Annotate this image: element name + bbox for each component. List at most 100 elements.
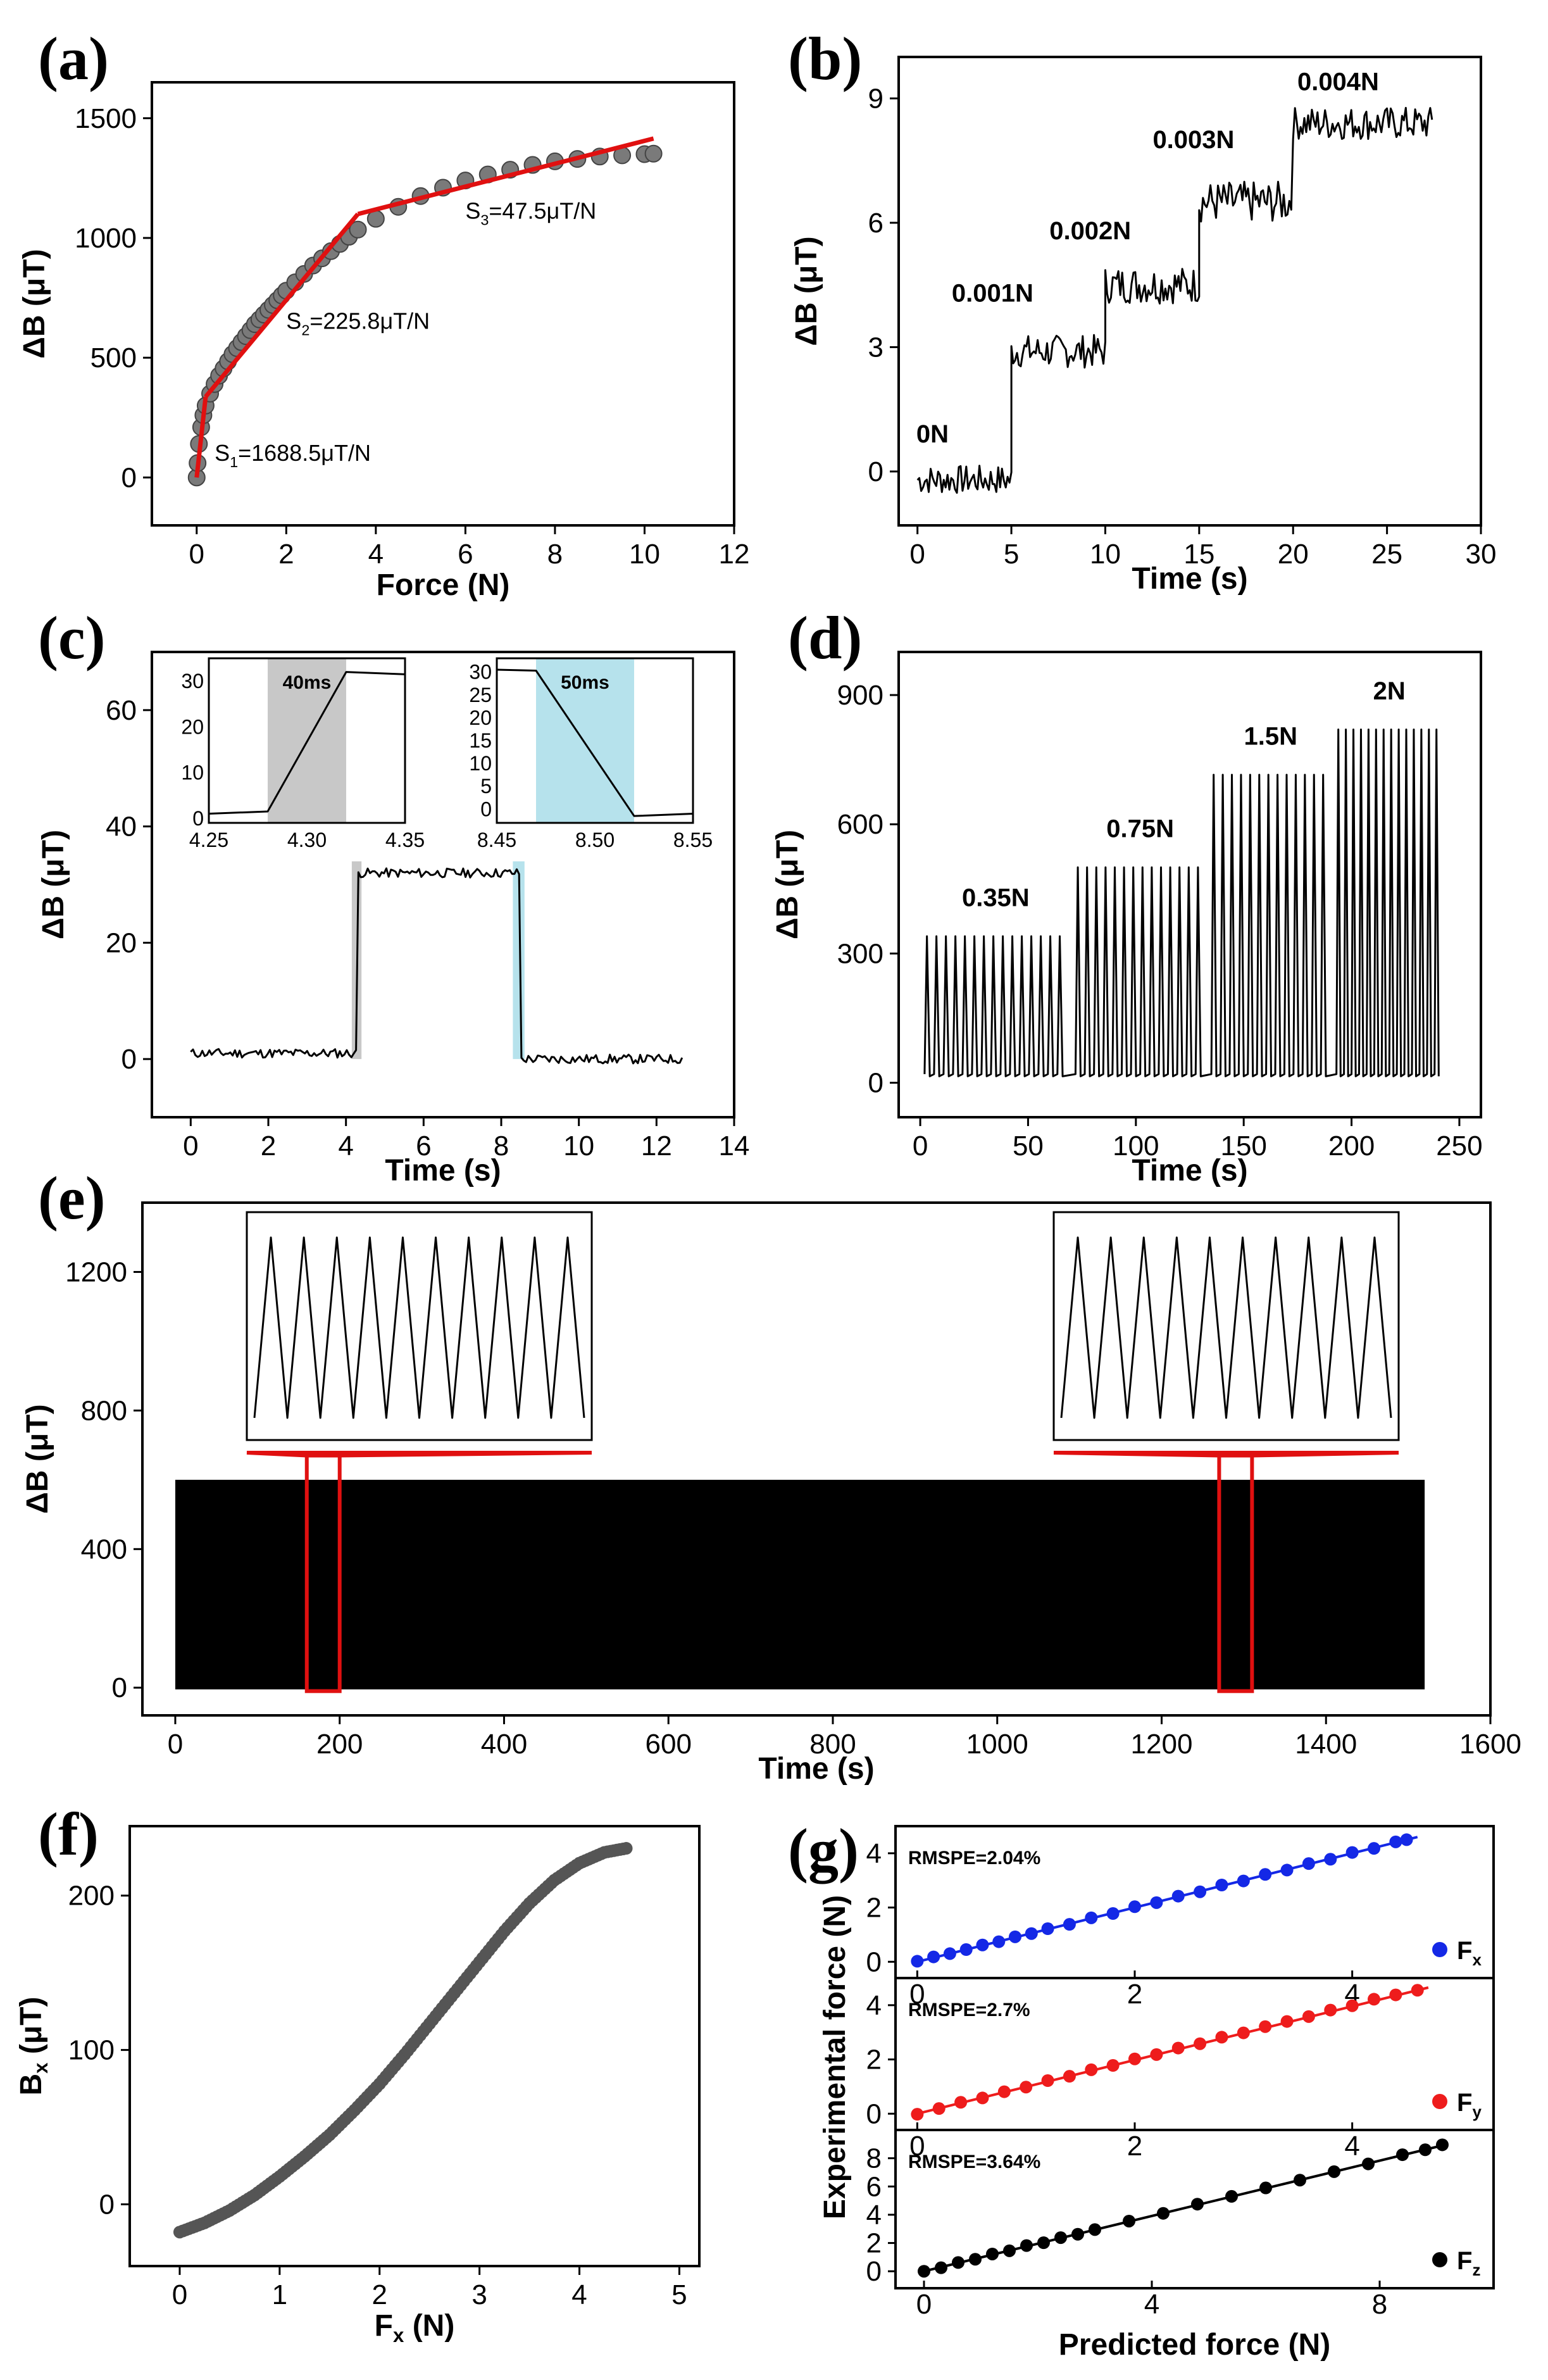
c-y-tick-label: 0 xyxy=(122,1044,137,1075)
c-x-tick-label: 4 xyxy=(338,1130,353,1162)
f-y-axis-label: Bx (μT) xyxy=(15,1996,52,2095)
d-y-tick-label: 0 xyxy=(868,1068,883,1099)
d-force-label-2: 1.5N xyxy=(1244,722,1298,750)
g-data-point xyxy=(1324,2003,1337,2017)
c-y-tick-label: 40 xyxy=(106,811,137,842)
g-data-point xyxy=(1106,1907,1120,1920)
b-step-label-3: 0.003N xyxy=(1152,126,1234,154)
a-y-tick-label: 0 xyxy=(122,462,137,493)
g-data-point xyxy=(1123,2214,1135,2227)
e-y-tick-label: 800 xyxy=(81,1395,127,1426)
e-x-axis-label: Time (s) xyxy=(758,1752,874,1786)
g-data-point xyxy=(997,2085,1011,2098)
b-step-label-2: 0.002N xyxy=(1049,217,1131,245)
c-inset-trace xyxy=(208,671,406,815)
g-data-point xyxy=(1368,1842,1380,1855)
g-data-point xyxy=(1085,1911,1098,1924)
g-data-point xyxy=(1302,2010,1315,2023)
a-slope-annotation-1: S1=1688.5μT/N xyxy=(215,440,371,470)
b-x-tick-label: 30 xyxy=(1466,539,1497,570)
c-inset-1: 40ms 4.25 4.30 4.35 0 10 20 30 xyxy=(181,657,425,851)
panel-e-letter: (e) xyxy=(38,1164,106,1232)
e-x-tick-label: 0 xyxy=(168,1729,183,1760)
c-inset-y-tick: 0 xyxy=(480,798,492,820)
d-y-tick-label: 600 xyxy=(837,809,883,840)
c-inset-y-tick: 20 xyxy=(469,706,492,729)
e-x-tick-label: 1400 xyxy=(1295,1729,1357,1760)
g-data-point xyxy=(1396,2148,1409,2162)
g-data-point xyxy=(1003,2244,1016,2257)
f-y-tick-label: 0 xyxy=(99,2189,115,2220)
c-inset-y-tick: 5 xyxy=(480,775,492,798)
g-data-point xyxy=(935,2261,947,2274)
d-force-label-1: 0.75N xyxy=(1106,815,1174,843)
e-x-tick-label: 400 xyxy=(481,1729,527,1760)
c-inset-frame xyxy=(208,657,406,824)
g-data-point xyxy=(911,1955,924,1968)
g-data-point xyxy=(1054,2231,1067,2245)
d-x-axis-label: Time (s) xyxy=(1132,1154,1247,1187)
c-inset-x-tick: 8.55 xyxy=(673,829,713,851)
d-y-axis-label: ΔB (μT) xyxy=(771,830,804,939)
c-inset-y-tick: 15 xyxy=(469,729,492,752)
b-x-tick-label: 10 xyxy=(1090,539,1121,570)
g-data-point xyxy=(1389,1988,1402,2001)
g-y-tick-label: 0 xyxy=(866,2256,882,2287)
c-plot-frame xyxy=(151,651,735,1118)
chart-panel-d: 0 50 100 150 200 250 0 300 600 900 Time (s) ΔB (μT)… xyxy=(771,651,1483,1187)
d-x-tick-label: 150 xyxy=(1220,1130,1266,1162)
c-y-axis-label: ΔB (μT) xyxy=(37,830,70,939)
g-data-point xyxy=(1328,2165,1340,2178)
c-inset-y-tick: 30 xyxy=(181,670,204,692)
g-data-point xyxy=(1389,1835,1402,1848)
d-x-tick-label: 100 xyxy=(1113,1130,1159,1162)
f-plot-frame xyxy=(128,1825,701,2267)
g-data-point xyxy=(932,2102,946,2115)
e-plot-frame xyxy=(141,1201,1492,1717)
c-x-tick-label: 14 xyxy=(719,1130,750,1162)
a-x-tick-label: 10 xyxy=(629,539,660,570)
e-inset-trace-2 xyxy=(1060,1236,1392,1419)
a-fit-line-s2 xyxy=(204,212,360,399)
e-x-tick-label: 1200 xyxy=(1131,1729,1193,1760)
g-data-point xyxy=(1237,2026,1250,2039)
c-inset-x-tick: 4.25 xyxy=(189,829,228,851)
g-x-axis-label: Predicted force (N) xyxy=(1059,2328,1330,2362)
c-x-tick-label: 0 xyxy=(183,1130,198,1162)
g-data-point xyxy=(1302,1857,1315,1870)
g-data-point xyxy=(1419,2143,1432,2157)
d-force-label-0: 0.35N xyxy=(962,884,1030,912)
e-inset-frame-1 xyxy=(246,1211,593,1441)
a-fit-line-s3 xyxy=(357,136,654,216)
c-x-tick-label: 6 xyxy=(416,1130,431,1162)
g-y-tick-label: 2 xyxy=(866,1893,882,1924)
d-signal-trace xyxy=(923,729,1440,1077)
g-data-point xyxy=(1128,2052,1141,2065)
g-data-point xyxy=(1041,2074,1054,2087)
a-data-point xyxy=(644,144,663,163)
g-y-tick-label: 0 xyxy=(866,1946,882,1977)
g-data-point xyxy=(1345,1999,1359,2012)
g-data-point xyxy=(1294,2174,1306,2187)
g-data-point xyxy=(1259,2181,1272,2195)
a-x-tick-label: 0 xyxy=(189,539,204,570)
g-data-point xyxy=(1150,1896,1163,1909)
e-y-tick-label: 0 xyxy=(112,1672,127,1703)
d-x-tick-label: 200 xyxy=(1328,1130,1375,1162)
e-inset-frame-2 xyxy=(1052,1211,1400,1441)
g-plot-frame-3 xyxy=(894,2129,1495,2289)
d-plot-frame xyxy=(897,651,1482,1118)
g-data-point xyxy=(1020,2239,1033,2252)
c-x-tick-label: 12 xyxy=(641,1130,672,1162)
g-data-point xyxy=(959,1943,973,1956)
g-y-tick-label: 4 xyxy=(866,1838,882,1869)
c-inset-x-tick: 4.35 xyxy=(385,829,425,851)
g-data-point xyxy=(1191,2198,1204,2211)
b-x-tick-label: 0 xyxy=(909,539,925,570)
e-x-tick-label: 1000 xyxy=(966,1729,1028,1760)
g-data-point xyxy=(1106,2059,1120,2072)
g-data-point xyxy=(1411,1984,1424,1997)
b-x-tick-label: 5 xyxy=(1004,539,1019,570)
f-x-tick-label: 1 xyxy=(272,2279,287,2310)
chart-panel-a: 0 2 4 6 8 10 12 0 500 1000 1500 Force (N) ΔB (μT) S1=… xyxy=(18,81,749,602)
